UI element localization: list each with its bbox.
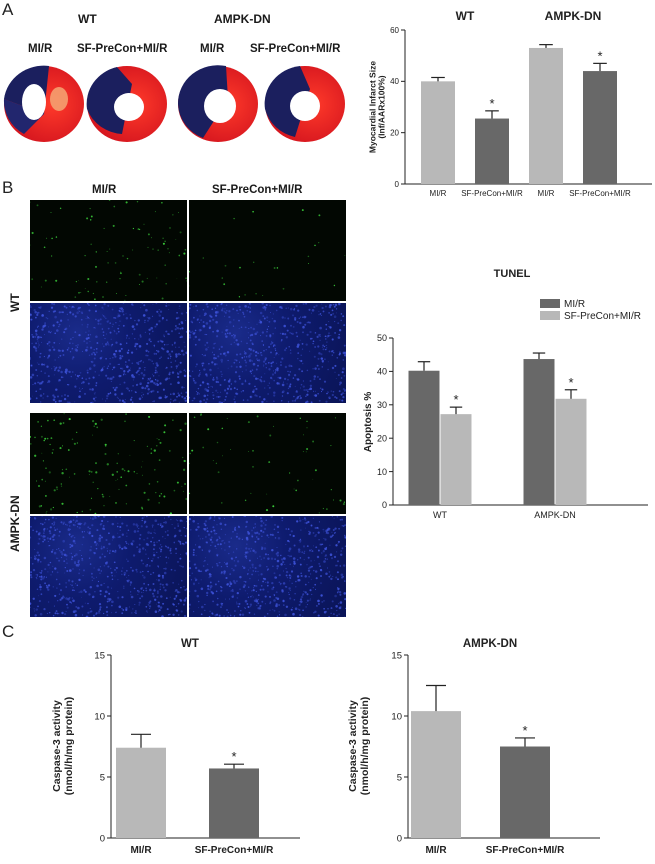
significance-3: * [597, 48, 602, 63]
chart-title: WT [181, 638, 199, 650]
y-tick-label: 0 [382, 500, 387, 510]
bar-1 [500, 746, 550, 838]
dapi-image-wt-sf [189, 303, 346, 403]
row-label-ampk: AMPK-DN [8, 495, 22, 552]
col-label-1: MI/R [92, 184, 117, 196]
y-tick-label: 5 [397, 772, 402, 783]
tunel-image-ampk-sf-texture [189, 413, 346, 514]
y-axis-label: Apoptosis % [363, 392, 374, 453]
x-tick-label: SF-PreCon+MI/R [195, 845, 274, 856]
legend-swatch-0 [540, 299, 560, 308]
dapi-image-ampk-sf-texture [189, 516, 346, 617]
tunel-chart: 0 10 20 30 40 50 TUNEL * * WT AMPK-DN Apoptosis % MI… [363, 268, 648, 520]
bar-0-1 [523, 359, 555, 505]
chart-title: TUNEL [494, 268, 531, 280]
significance-1: * [489, 96, 494, 111]
panel-label-c: C [2, 622, 15, 641]
dapi-image-wt-sf-texture [189, 303, 346, 403]
group-title: WT [456, 9, 475, 23]
bar-0 [411, 711, 461, 838]
heart-label-4: SF-PreCon+MI/R [250, 43, 341, 55]
dapi-image-wt-mir-texture [30, 303, 187, 403]
dapi-image-ampk-mir [30, 516, 187, 617]
y-tick-label: 15 [391, 650, 402, 661]
group-label-wt: WT [78, 12, 97, 26]
y-axis-label: Caspase-3 activity(nmol/h/mg protein) [51, 697, 75, 796]
y-tick-label: 60 [390, 26, 399, 35]
y-tick-label: 10 [377, 467, 387, 477]
y-tick-label: 10 [94, 711, 105, 722]
x-tick-label: SF-PreCon+MI/R [569, 189, 631, 198]
legend-label-0: MI/R [564, 299, 585, 310]
dapi-image-ampk-mir-texture [30, 516, 187, 617]
tunel-image-ampk-mir [30, 413, 187, 514]
heart-image-4 [264, 66, 345, 142]
heart-image-3 [177, 65, 258, 142]
x-tick-label: SF-PreCon+MI/R [486, 845, 565, 856]
dapi-image-ampk-sf [189, 516, 346, 617]
y-tick-label: 0 [395, 180, 400, 189]
x-tick-label: SF-PreCon+MI/R [461, 189, 523, 198]
infarct-size-chart: 0 20 40 60 * * MI/R SF-PreCon+MI/R MI/R SF-PreCon… [367, 9, 652, 198]
y-tick-label: 40 [377, 367, 387, 377]
y-tick-label: 20 [390, 128, 399, 137]
x-tick-label: MI/R [130, 845, 152, 856]
bar-3 [583, 71, 617, 184]
y-axis-label: Caspase-3 activity(nmol/h/mg protein) [347, 697, 371, 796]
y-tick-label: 5 [100, 772, 105, 783]
legend-label-1: SF-PreCon+MI/R [564, 311, 641, 322]
tunel-image-wt-sf [189, 200, 346, 301]
y-tick-label: 15 [94, 650, 105, 661]
heart-label-3: MI/R [200, 43, 225, 55]
y-tick-label: 30 [377, 400, 387, 410]
dapi-image-wt-mir [30, 303, 187, 403]
legend-swatch-1 [540, 311, 560, 320]
x-tick-label: MI/R [425, 845, 447, 856]
y-tick-label: 0 [397, 833, 402, 844]
chart-title: AMPK-DN [463, 638, 517, 650]
y-tick-label: 10 [391, 711, 402, 722]
panel-label-b: B [2, 178, 14, 197]
caspase-wt-chart: 0 5 10 15 WT * MI/R SF-PreCon+MI/R Caspase-3 act… [51, 638, 300, 856]
tunel-image-wt-mir-texture [30, 200, 187, 301]
bar-0-0 [408, 370, 440, 505]
significance-1: * [522, 723, 527, 738]
y-tick-label: 20 [377, 433, 387, 443]
significance-1-0: * [453, 392, 458, 407]
bar-1 [475, 118, 509, 184]
significance-1-1: * [568, 375, 573, 390]
y-tick-label: 40 [390, 77, 399, 86]
tunel-image-wt-sf-texture [189, 209, 346, 298]
tunel-image-ampk-sf [189, 413, 346, 514]
x-tick-label: AMPK-DN [534, 510, 576, 520]
heart-image-2 [86, 66, 167, 142]
heart-label-2: SF-PreCon+MI/R [77, 43, 168, 55]
heart-label-1: MI/R [28, 43, 53, 55]
tunel-image-ampk-mir-texture [30, 413, 187, 514]
x-tick-label: MI/R [430, 189, 447, 198]
y-axis-label: Myocardial Infarct Size(Inf/AARx100%) [367, 61, 386, 153]
bar-1-1 [555, 398, 587, 505]
heart-sections [3, 65, 345, 142]
group-title: AMPK-DN [545, 9, 602, 23]
heart-image-1 [3, 65, 84, 142]
bar-1-0 [440, 414, 472, 505]
tunel-image-wt-mir [30, 200, 187, 301]
significance-1: * [231, 749, 236, 764]
y-tick-label: 50 [377, 333, 387, 343]
x-tick-label: WT [433, 510, 447, 520]
row-label-wt: WT [8, 293, 22, 312]
bar-2 [529, 47, 563, 184]
bar-0 [116, 747, 166, 838]
col-label-2: SF-PreCon+MI/R [212, 184, 303, 196]
group-label-ampk: AMPK-DN [214, 12, 271, 26]
y-tick-label: 0 [100, 833, 105, 844]
bar-0 [421, 81, 455, 184]
x-tick-label: MI/R [538, 189, 555, 198]
bar-1 [209, 768, 259, 838]
panel-label-a: A [2, 0, 14, 19]
caspase-ampk-chart: 0 5 10 15 AMPK-DN * MI/R SF-PreCon+MI/R Caspase-… [347, 638, 600, 856]
